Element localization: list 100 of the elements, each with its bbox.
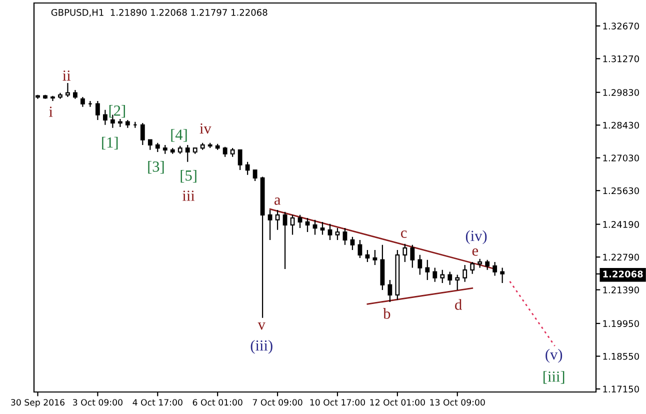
candlestick: [312, 219, 318, 236]
x-tick-label: 30 Sep 2016: [11, 399, 64, 408]
text: GBPUSD,H1 1.21890 1.22068 1.21797 1.22068: [51, 8, 268, 17]
candlestick: [478, 258, 482, 268]
annotation: a: [274, 198, 281, 205]
y-tick-label: 1.25630: [603, 187, 639, 194]
candlestick: [155, 142, 160, 153]
candlestick: [118, 118, 122, 128]
candlestick: [388, 279, 392, 302]
candlestick: [73, 89, 78, 100]
annotation: iii: [182, 190, 195, 201]
candlestick: [140, 122, 145, 146]
y-tick-label: 1.27030: [603, 154, 639, 162]
annotation: [5]: [180, 170, 196, 183]
candlestick: [455, 274, 460, 291]
y-tick-label: 1.29830: [603, 89, 639, 96]
candlestick: [448, 271, 452, 286]
y-tick-label: 1.17150: [603, 386, 639, 393]
annotation: e: [472, 248, 478, 256]
candlestick: [462, 264, 468, 282]
candlestick: [230, 147, 235, 158]
annotation: ii: [62, 70, 71, 81]
x-tick-label: 4 Oct 17:00: [132, 399, 182, 406]
candlestick: [402, 243, 408, 262]
candlestick: [268, 209, 272, 241]
candlestick: [275, 209, 280, 230]
candlestick: [162, 144, 168, 154]
candlestick: [372, 249, 378, 266]
candlestick: [148, 139, 152, 150]
y-tick-label: 1.22790: [603, 254, 639, 261]
candlestick: [102, 109, 108, 126]
candlestick: [80, 96, 85, 108]
candlestick: [440, 269, 445, 284]
candlestick: [320, 221, 325, 236]
candlestick: [298, 214, 302, 229]
candlestick: [305, 217, 310, 233]
candlestick: [358, 239, 362, 259]
candlestick: [328, 223, 332, 241]
candlestick: [238, 149, 242, 171]
candlestick: [410, 244, 415, 268]
candlestick: [58, 92, 62, 100]
annotation: d: [455, 299, 462, 310]
candlestick: [170, 147, 175, 154]
candlestick: [350, 236, 355, 251]
candlestick: [290, 214, 295, 236]
candlestick: [66, 82, 70, 98]
candlestick: [425, 259, 430, 281]
y-tick-label: 1.19950: [603, 320, 639, 328]
candlestick: [95, 100, 100, 121]
annotation: iv: [200, 123, 212, 134]
candlestick: [178, 145, 182, 154]
candlestick: [208, 142, 212, 149]
y-tick-label: 1.31270: [603, 55, 639, 62]
x-tick-label: 13 Oct 09:00: [430, 399, 485, 406]
candlestick: [260, 176, 265, 318]
annotation: (v): [546, 348, 562, 363]
y-tick-label: 1.32670: [603, 22, 639, 30]
candlestick: [43, 94, 48, 100]
candlestick: [282, 211, 288, 270]
y-tick-label: 1.24190: [603, 221, 639, 228]
candlestick: [252, 169, 258, 182]
x-tick-label: 6 Oct 01:00: [192, 399, 242, 406]
candlestick: [432, 267, 438, 282]
y-tick-label: 1.28430: [603, 122, 639, 129]
candlestick: [418, 254, 422, 276]
candlestick: [470, 261, 475, 274]
candlestick: [222, 146, 228, 158]
y-tick-label: 1.22068: [603, 270, 643, 278]
y-tick-label: 1.21390: [603, 286, 639, 294]
annotation: [4]: [171, 129, 187, 142]
candlestick: [365, 249, 370, 262]
candlestick: [485, 259, 490, 270]
annotation: b: [383, 308, 390, 319]
annotation: [iii]: [544, 371, 564, 384]
candlestick: [50, 95, 55, 102]
candlestick: [500, 267, 505, 284]
candlestick: [192, 147, 198, 154]
annotation: [1]: [102, 136, 118, 150]
annotation: c: [400, 230, 407, 238]
candlestick: [200, 142, 205, 150]
annotation: [2]: [109, 104, 125, 118]
x-tick-label: 3 Oct 09:00: [73, 399, 122, 406]
candlestick: [88, 100, 92, 108]
candlestick: [185, 144, 190, 162]
x-tick-label: 10 Oct 17:00: [310, 399, 365, 406]
candlestick: [492, 261, 498, 276]
candlestick: [125, 119, 130, 128]
candlestick: [215, 143, 220, 150]
annotation: [3]: [148, 161, 164, 174]
candlestick: [132, 121, 138, 128]
candlestick: [342, 227, 348, 246]
candlestick: [245, 161, 250, 176]
y-tick-label: 1.18550: [603, 352, 639, 360]
candlestick: [380, 244, 385, 291]
x-tick-label: 12 Oct 01:00: [370, 399, 425, 406]
x-tick-label: 7 Oct 09:00: [252, 399, 302, 406]
candlestick: [395, 249, 400, 300]
annotation: (iii): [250, 340, 272, 354]
annotation: v: [258, 322, 266, 330]
annotation: (iv): [466, 230, 487, 244]
